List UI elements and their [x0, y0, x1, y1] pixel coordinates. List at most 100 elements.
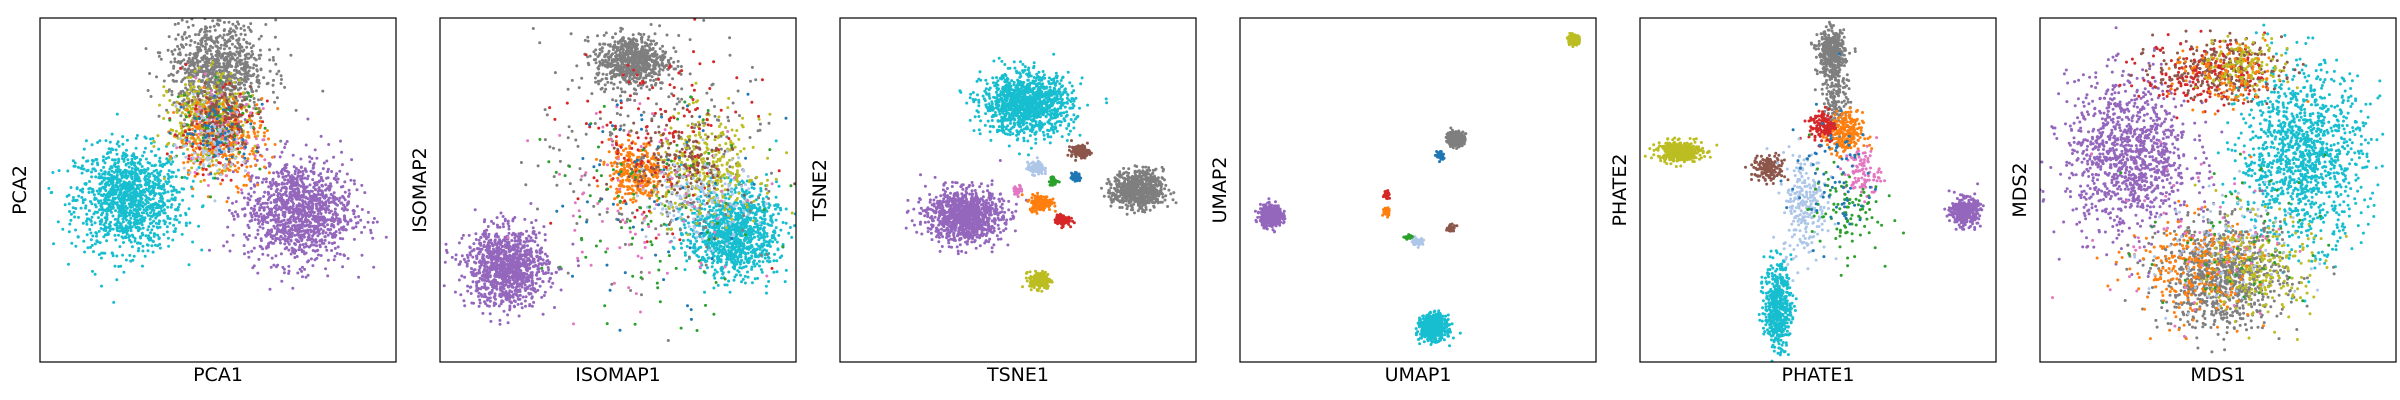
data-point	[187, 56, 191, 60]
data-point	[200, 9, 203, 12]
data-point	[192, 140, 196, 144]
data-point	[225, 64, 229, 68]
data-point	[221, 102, 225, 106]
data-point	[324, 218, 328, 222]
data-point	[286, 201, 290, 205]
data-point	[222, 244, 226, 248]
data-point	[217, 105, 221, 109]
data-point	[162, 208, 166, 212]
data-point	[116, 219, 120, 223]
data-point	[342, 228, 346, 232]
data-point	[226, 225, 230, 229]
data-point	[141, 264, 144, 268]
data-point	[74, 207, 78, 210]
data-point	[99, 169, 103, 172]
data-point	[259, 245, 263, 249]
data-point	[234, 76, 238, 80]
data-point	[298, 203, 302, 207]
data-point	[283, 202, 287, 206]
data-point	[84, 219, 88, 223]
data-point	[281, 198, 285, 202]
data-point	[263, 143, 267, 146]
data-point	[304, 275, 308, 279]
data-point	[242, 244, 246, 248]
data-point	[183, 101, 187, 105]
data-point	[161, 200, 164, 204]
data-point	[307, 191, 311, 195]
data-point	[308, 245, 311, 249]
data-point	[200, 66, 204, 70]
data-point	[255, 149, 259, 153]
data-point	[254, 236, 258, 240]
data-point	[138, 199, 142, 203]
data-point	[211, 19, 215, 23]
data-point	[174, 129, 178, 133]
data-point	[501, 215, 505, 218]
data-point	[204, 25, 207, 29]
data-point	[125, 183, 129, 187]
data-point	[211, 55, 214, 59]
data-point	[199, 110, 203, 114]
data-point	[210, 39, 214, 43]
data-point	[285, 194, 289, 198]
data-point	[285, 140, 289, 143]
data-point	[147, 234, 151, 238]
data-point	[84, 139, 88, 143]
data-point	[326, 258, 330, 262]
data-point	[345, 172, 349, 176]
data-point	[94, 205, 98, 209]
data-point	[205, 67, 209, 71]
data-point	[131, 186, 135, 189]
data-point	[234, 141, 238, 144]
data-point	[186, 160, 190, 164]
data-point	[279, 235, 283, 239]
data-point	[228, 249, 232, 253]
data-point	[110, 187, 114, 191]
data-point	[355, 221, 358, 225]
data-point	[223, 131, 227, 135]
data-point	[298, 267, 302, 271]
data-point	[324, 245, 328, 249]
data-point	[158, 103, 161, 107]
data-point	[107, 195, 110, 199]
data-point	[290, 235, 294, 239]
data-point	[146, 172, 150, 176]
data-point	[133, 223, 136, 227]
data-point	[536, 243, 540, 247]
data-point	[136, 219, 140, 222]
data-point	[236, 161, 240, 164]
data-point	[283, 234, 287, 238]
data-point	[178, 137, 182, 141]
data-point	[99, 175, 103, 179]
data-point	[236, 213, 240, 216]
data-point	[279, 241, 282, 245]
data-point	[247, 114, 251, 118]
data-point	[110, 210, 113, 214]
data-point	[258, 57, 261, 60]
data-point	[197, 132, 201, 136]
data-point	[523, 299, 527, 303]
data-point	[336, 245, 340, 249]
data-point	[190, 153, 194, 157]
data-point	[342, 196, 346, 200]
data-point	[152, 145, 156, 148]
data-point	[191, 194, 195, 198]
data-point	[180, 187, 184, 191]
data-point	[112, 200, 116, 204]
data-point	[275, 96, 279, 100]
data-point	[213, 154, 217, 158]
data-point	[243, 57, 247, 61]
data-point	[529, 202, 533, 205]
data-point	[122, 151, 125, 155]
data-point	[259, 123, 263, 127]
data-point	[225, 200, 229, 204]
data-point	[198, 46, 201, 49]
data-point	[261, 120, 265, 124]
data-point	[188, 114, 192, 118]
data-point	[123, 181, 127, 184]
data-point	[143, 175, 147, 179]
data-point	[103, 201, 107, 205]
data-point	[209, 172, 213, 176]
data-point	[262, 208, 266, 212]
data-point	[210, 102, 214, 106]
